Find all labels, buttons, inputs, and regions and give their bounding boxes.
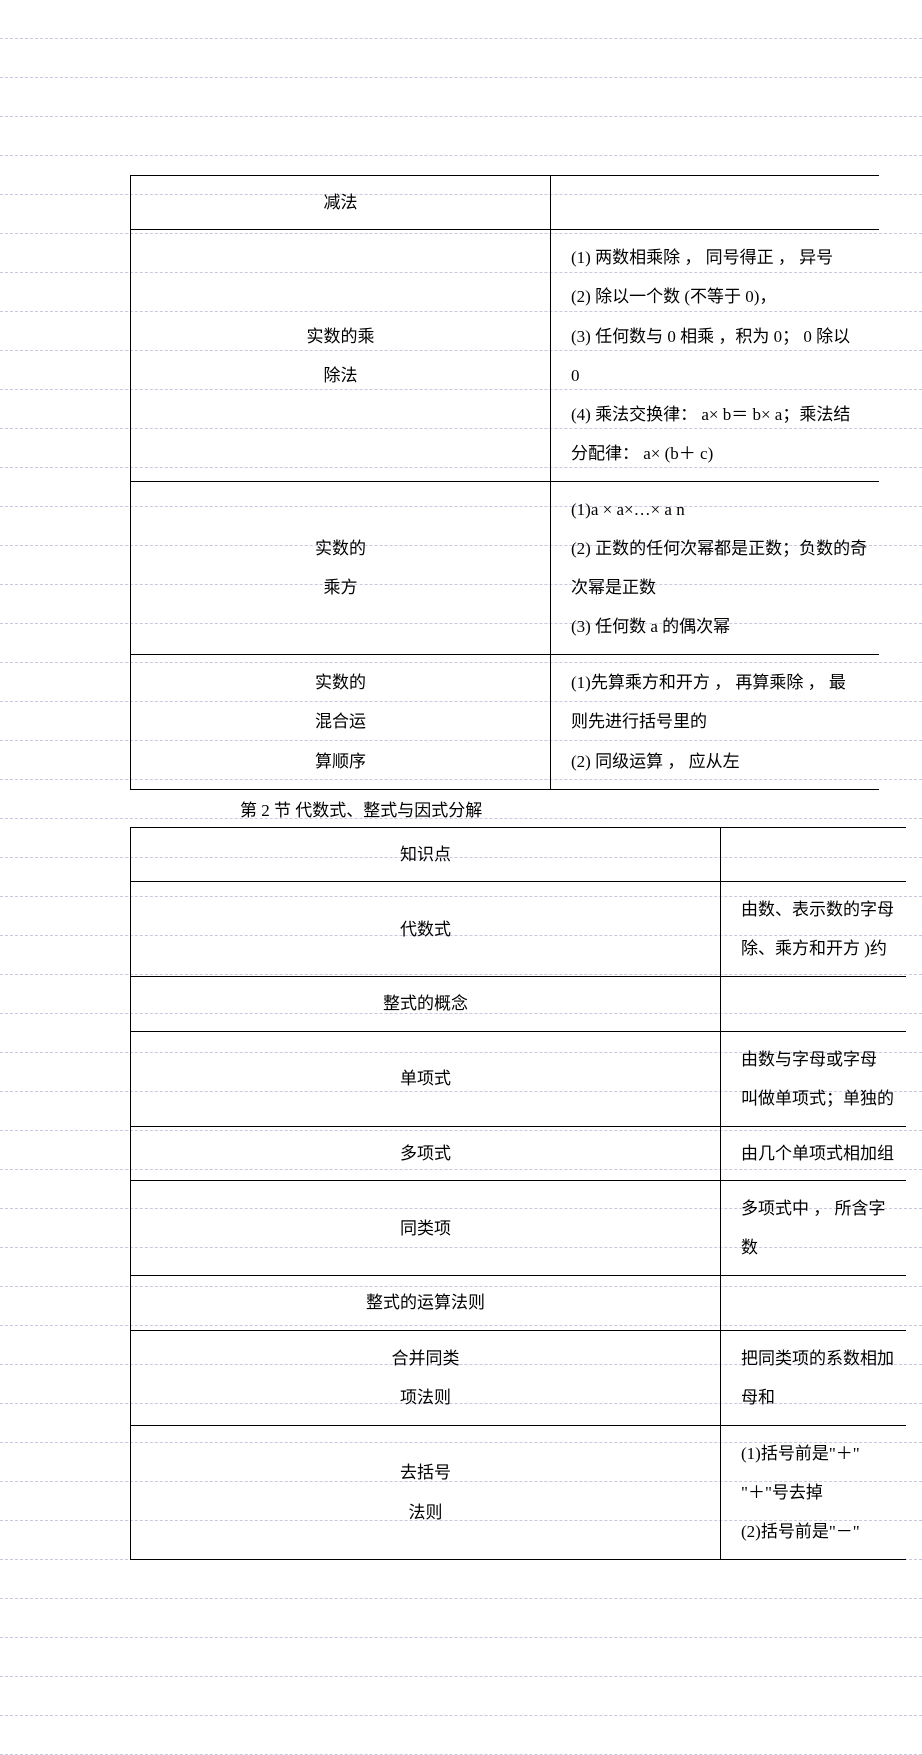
- document-content: 减法 实数的乘除法 (1) 两数相乘除 ， 同号得正 ， 异号(2) 除以一个数…: [130, 175, 922, 1560]
- cell-right: 由数、表示数的字母除、乘方和开方 )约: [721, 882, 907, 977]
- table-row: 知识点: [131, 827, 907, 881]
- table-2: 知识点 代数式 由数、表示数的字母除、乘方和开方 )约 整式的概念 单项式 由数…: [130, 827, 906, 1561]
- table-row: 减法: [131, 176, 880, 230]
- cell-right: [721, 977, 907, 1031]
- table-row: 实数的乘除法 (1) 两数相乘除 ， 同号得正 ， 异号(2) 除以一个数 (不…: [131, 230, 880, 482]
- cell-left: 整式的运算法则: [131, 1276, 721, 1330]
- table-1: 减法 实数的乘除法 (1) 两数相乘除 ， 同号得正 ， 异号(2) 除以一个数…: [130, 175, 879, 790]
- cell-right: [551, 176, 880, 230]
- table-row: 多项式 由几个单项式相加组: [131, 1126, 907, 1180]
- cell-right: 由数与字母或字母叫做单项式；单独的: [721, 1031, 907, 1126]
- table-row: 实数的混合运算顺序 (1)先算乘方和开方 ， 再算乘除 ， 最则先进行括号里的(…: [131, 655, 880, 789]
- cell-left: 整式的概念: [131, 977, 721, 1031]
- cell-left: 合并同类项法则: [131, 1330, 721, 1425]
- cell-left: 知识点: [131, 827, 721, 881]
- cell-left: 实数的乘除法: [131, 230, 551, 482]
- cell-right: [721, 827, 907, 881]
- cell-right: 多项式中 ， 所含字数: [721, 1181, 907, 1276]
- cell-right: 把同类项的系数相加母和: [721, 1330, 907, 1425]
- cell-left: 代数式: [131, 882, 721, 977]
- cell-right: (1)a × a×…× a n(2) 正数的任何次幂都是正数；负数的奇次幂是正数…: [551, 481, 880, 654]
- table-row: 合并同类项法则 把同类项的系数相加母和: [131, 1330, 907, 1425]
- cell-left: 减法: [131, 176, 551, 230]
- cell-right: (1) 两数相乘除 ， 同号得正 ， 异号(2) 除以一个数 (不等于 0)，(…: [551, 230, 880, 482]
- cell-left: 单项式: [131, 1031, 721, 1126]
- table-row: 代数式 由数、表示数的字母除、乘方和开方 )约: [131, 882, 907, 977]
- cell-left: 实数的混合运算顺序: [131, 655, 551, 789]
- cell-left: 实数的乘方: [131, 481, 551, 654]
- cell-left: 多项式: [131, 1126, 721, 1180]
- cell-right: (1)括号前是"＋""＋"号去掉(2)括号前是"－": [721, 1425, 907, 1559]
- cell-right: 由几个单项式相加组: [721, 1126, 907, 1180]
- table-row: 整式的概念: [131, 977, 907, 1031]
- cell-right: [721, 1276, 907, 1330]
- table-row: 单项式 由数与字母或字母叫做单项式；单独的: [131, 1031, 907, 1126]
- table-row: 同类项 多项式中 ， 所含字数: [131, 1181, 907, 1276]
- table-row: 整式的运算法则: [131, 1276, 907, 1330]
- section-title: 第 2 节 代数式、整式与因式分解: [130, 790, 922, 827]
- table-row: 实数的乘方 (1)a × a×…× a n(2) 正数的任何次幂都是正数；负数的…: [131, 481, 880, 654]
- cell-left: 去括号法则: [131, 1425, 721, 1559]
- cell-left: 同类项: [131, 1181, 721, 1276]
- cell-right: (1)先算乘方和开方 ， 再算乘除 ， 最则先进行括号里的(2) 同级运算 ， …: [551, 655, 880, 789]
- table-row: 去括号法则 (1)括号前是"＋""＋"号去掉(2)括号前是"－": [131, 1425, 907, 1559]
